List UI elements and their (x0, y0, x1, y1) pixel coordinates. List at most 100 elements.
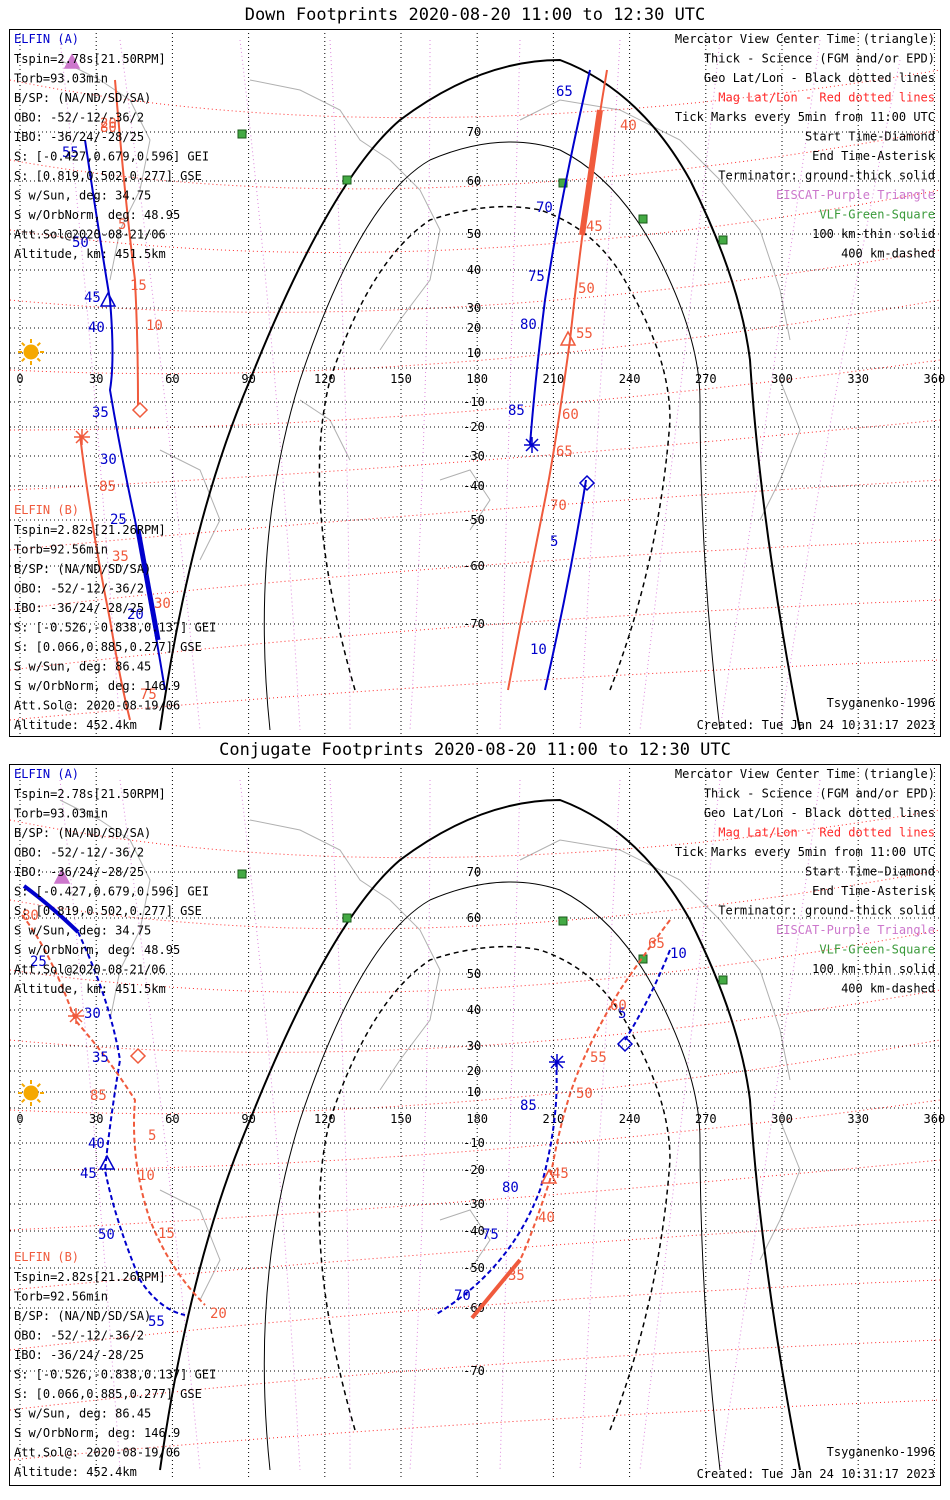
vlf-station-square (237, 129, 247, 139)
legend-entry: End Time-Asterisk (812, 884, 936, 898)
elfin-b-tick-label: 55 (590, 1050, 607, 1066)
center-time-triangle (99, 291, 117, 307)
elfin-a-info-line: S w/Sun, deg: 34.75 (14, 924, 151, 938)
elfin-a-tick-label: 45 (84, 290, 101, 306)
mag-meridian-lines (59, 779, 821, 1471)
elfin-b-info-line: IBO: -36/24/-28/25 (14, 601, 144, 615)
elfin-b-tick-label: 45 (552, 1166, 569, 1182)
center-time-triangle (98, 1154, 116, 1170)
lat-tick-label: -50 (463, 1261, 485, 1275)
legend-entry: EISCAT-Purple Triangle (776, 923, 935, 937)
terminator-400km (318, 205, 671, 691)
elfin-a-info-line: OBO: -52/-12/-36/2 (14, 111, 144, 125)
elfin-a-tick-label: 50 (72, 235, 89, 251)
lon-tick-label: 240 (619, 1112, 641, 1126)
elfin-a-info-line: B/SP: (NA/ND/SD/SA) (14, 826, 151, 840)
lon-tick-label: 150 (390, 1112, 412, 1126)
panel-title-conjugate: Conjugate Footprints 2020-08-20 11:00 to… (219, 740, 731, 760)
legend-entry: 400 km-dashed (841, 982, 935, 996)
sun-icon (18, 1080, 44, 1106)
elfin-b-tick-label: 35 (112, 549, 129, 565)
elfin-a-info-line: Att.Sol@2020-08-21/06 (14, 228, 166, 242)
created-timestamp: Created: Tue Jan 24 10:31:17 2023 (697, 718, 935, 732)
elfin-b-info-line: B/SP: (NA/ND/SD/SA) (14, 562, 151, 576)
elfin-a-tick-label: 70 (454, 1288, 471, 1304)
lat-tick-label: 40 (467, 263, 481, 277)
elfin-a-track-pacific (434, 949, 671, 1316)
elfin-a-info-line: Torb=93.03min (14, 72, 108, 86)
eiscat-triangle (63, 53, 81, 69)
lon-tick-label: 270 (695, 372, 717, 386)
elfin-a-tick-label: 40 (88, 1136, 105, 1152)
vlf-station-square (638, 214, 648, 224)
lat-tick-label: 60 (467, 911, 481, 925)
elfin-b-info-line: Altitude: 452.4km (14, 718, 137, 732)
lon-tick-label: 210 (543, 1112, 565, 1126)
down-footprints-map: 0 30 60 90 120 150 180 210 240 270 300 330 360706050… (9, 29, 945, 737)
elfin-b-info-line: S: [-0.526,-0.838,0.137] GEI (14, 1368, 216, 1382)
elfin-a-info-line: S w/Sun, deg: 34.75 (14, 189, 151, 203)
elfin-a-tick-label: 55 (62, 145, 79, 161)
elfin-a-tick-label: 55 (148, 1314, 165, 1330)
lon-tick-label: 180 (466, 1112, 488, 1126)
vlf-station-square (638, 954, 648, 964)
legend-entry: Mag Lat/Lon - Red dotted lines (718, 91, 935, 105)
lat-tick-label: -60 (463, 559, 485, 573)
legend-entry: 100 km-thin solid (812, 227, 935, 241)
legend-entry: Tick Marks every 5min from 11:00 UTC (675, 845, 935, 859)
elfin-a-info-line: S: [-0.427,0.679,0.596] GEI (14, 150, 209, 164)
coastline-layer (59, 59, 801, 561)
legend-entry: EISCAT-Purple Triangle (776, 188, 935, 202)
elfin-a-tick-label: 30 (84, 1006, 101, 1022)
elfin-b-track-pacific (519, 919, 671, 1261)
lon-tick-label: 60 (165, 372, 179, 386)
lon-tick-label: 210 (543, 372, 565, 386)
elfin-b-tick-label: 85 (90, 1088, 107, 1104)
legend-entry: End Time-Asterisk (812, 149, 936, 163)
elfin-b-info-line: Torb=92.56min (14, 543, 108, 557)
lat-tick-label: 50 (467, 227, 481, 241)
elfin-b-tick-label: 75 (140, 687, 157, 703)
terminator-ground (159, 798, 801, 1471)
elfin-a-header: ELFIN (A) (14, 767, 79, 781)
end-time-asterisk (68, 1008, 84, 1024)
legend-entry: Tick Marks every 5min from 11:00 UTC (675, 110, 935, 124)
vlf-station-square (342, 913, 352, 923)
elfin-b-tick-label: 60 (610, 998, 627, 1014)
elfin-b-tick-label: 40 (620, 118, 637, 134)
elfin-a-info-line: S: [-0.427,0.679,0.596] GEI (14, 885, 209, 899)
eiscat-triangle (53, 868, 71, 884)
elfin-b-header: ELFIN (B) (14, 1250, 79, 1264)
conjugate-footprints-map: 0 30 60 90 120 150 180 210 240 270 300 330 360706050… (9, 764, 946, 1480)
legend-entry: Mercator View Center Time (triangle) (675, 767, 935, 781)
lon-tick-label: 0 (16, 372, 23, 386)
lat-tick-label: 10 (467, 1085, 481, 1099)
legend-entry: Terminator: ground-thick solid (718, 169, 935, 183)
lon-tick-label: 270 (695, 1112, 717, 1126)
start-time-diamond (616, 1035, 634, 1053)
elfin-a-info-line: Torb=93.03min (14, 807, 108, 821)
lat-tick-label: 30 (467, 1039, 481, 1053)
elfin-a-tick-label: 85 (520, 1098, 537, 1114)
lon-tick-label: 330 (847, 1112, 869, 1126)
lat-tick-label: 20 (467, 1064, 481, 1078)
lat-tick-label: -10 (463, 395, 485, 409)
elfin-b-info-line: S: [0.066,0.885,0.277] GSE (14, 1387, 202, 1401)
elfin-b-info-line: Tspin=2.82s[21.26RPM] (14, 523, 166, 537)
legend-entry: Start Time-Diamond (805, 130, 935, 144)
elfin-b-tick-label: 30 (154, 596, 171, 612)
elfin-b-tick-label: 20 (100, 116, 117, 132)
elfin-a-tick-label: 40 (88, 320, 105, 336)
lat-tick-label: 50 (467, 967, 481, 981)
lon-tick-label: 360 (924, 1112, 946, 1126)
vlf-station-square (342, 175, 352, 185)
lat-tick-label: -30 (463, 449, 485, 463)
elfin-a-tick-label: 35 (92, 1050, 109, 1066)
end-time-asterisk (524, 437, 540, 453)
elfin-b-tick-label: 80 (100, 120, 117, 136)
end-time-asterisk (74, 429, 90, 445)
elfin-a-track-africa (77, 931, 186, 1316)
lat-tick-label: -20 (463, 1163, 485, 1177)
elfin-b-info-line: S w/Sun, deg: 86.45 (14, 1407, 151, 1421)
lat-tick-label: -70 (463, 617, 485, 631)
